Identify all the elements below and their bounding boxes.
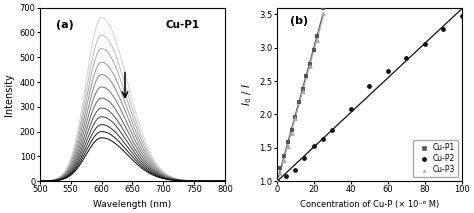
Point [421, 43, 428, 46]
Point [288, 128, 295, 131]
Point [292, 116, 299, 119]
Y-axis label: $I_0$ / $I$: $I_0$ / $I$ [240, 83, 254, 106]
Point [347, 107, 355, 111]
Point [306, 65, 314, 68]
Point [282, 174, 290, 177]
Point [273, 179, 281, 183]
Legend: Cu-P1, Cu-P2, Cu-P3: Cu-P1, Cu-P2, Cu-P3 [413, 140, 458, 177]
X-axis label: Concentration of Cu-P (× 10⁻⁶ M): Concentration of Cu-P (× 10⁻⁶ M) [300, 200, 439, 209]
Point [284, 145, 292, 148]
Point [292, 169, 299, 172]
Point [310, 48, 318, 51]
Point [440, 27, 447, 31]
Point [319, 137, 327, 141]
Point [458, 14, 466, 17]
X-axis label: Wavelength (nm): Wavelength (nm) [93, 200, 172, 209]
Point [301, 156, 308, 160]
Point [273, 179, 281, 183]
Point [273, 179, 281, 183]
Point [280, 158, 288, 161]
Point [295, 101, 303, 104]
Text: Cu-P1: Cu-P1 [166, 20, 200, 30]
Point [277, 166, 284, 170]
Point [328, 129, 336, 132]
Point [314, 34, 321, 37]
Point [284, 141, 292, 144]
Point [277, 171, 284, 175]
Point [314, 38, 321, 41]
Point [365, 85, 373, 88]
Point [306, 62, 314, 65]
Point [288, 131, 295, 135]
Point [302, 74, 310, 77]
Point [280, 154, 288, 157]
Point [319, 11, 327, 15]
Text: (b): (b) [290, 16, 308, 26]
Point [319, 6, 327, 9]
Y-axis label: Intensity: Intensity [4, 73, 14, 116]
Point [402, 56, 410, 59]
Point [299, 89, 306, 93]
Point [299, 87, 306, 91]
Point [384, 69, 392, 73]
Point [310, 145, 318, 148]
Text: (a): (a) [56, 20, 74, 30]
Point [292, 115, 299, 119]
